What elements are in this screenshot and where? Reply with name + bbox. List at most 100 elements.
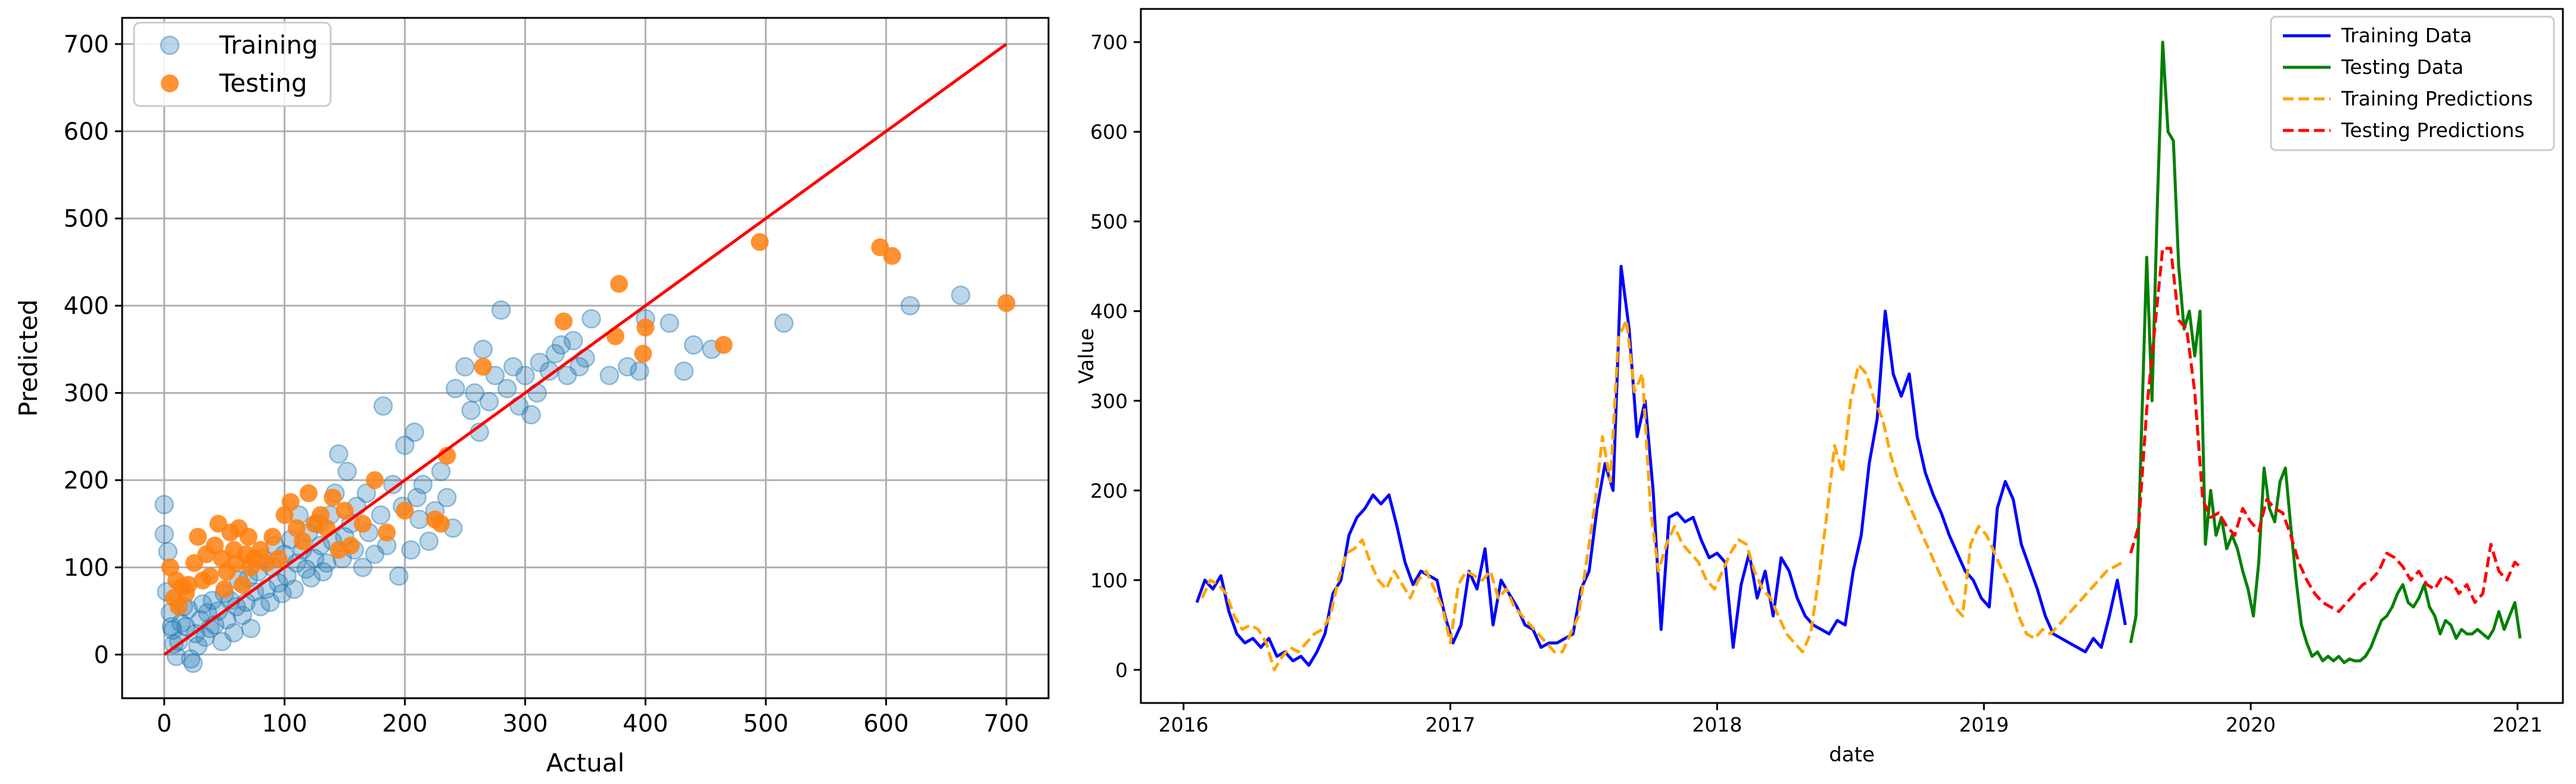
training-point	[203, 590, 222, 611]
training-point	[545, 344, 565, 363]
training-point	[405, 422, 424, 442]
training-point	[163, 620, 183, 640]
training-point	[337, 462, 357, 481]
testing-data-line	[2129, 41, 2522, 664]
testing-point	[318, 519, 336, 537]
training-point	[296, 559, 316, 579]
training-point	[226, 597, 247, 617]
training-point	[630, 361, 649, 381]
testing-point	[269, 549, 288, 568]
training-point	[575, 348, 595, 368]
testing-point	[378, 523, 396, 542]
x-tick-label: 200	[382, 710, 427, 738]
testing-point	[300, 484, 318, 502]
training-point	[241, 618, 261, 639]
testing-predictions-line	[2129, 247, 2521, 613]
time-series-y-axis-label: Value	[1075, 328, 1099, 384]
training-point	[154, 494, 174, 515]
testing-point	[432, 515, 450, 533]
training-point	[154, 524, 174, 544]
testing-point	[169, 598, 188, 616]
testing-point	[396, 502, 414, 520]
training-point	[557, 366, 577, 385]
testing-point	[323, 489, 342, 507]
training-point	[900, 295, 920, 316]
training-point	[497, 378, 517, 399]
x-tick-label: 0	[157, 710, 172, 738]
testing-point	[281, 493, 300, 511]
y-tick-label: 400	[1090, 300, 1128, 323]
training-point	[365, 545, 385, 564]
testing-point	[215, 580, 234, 598]
x-tick-label: 2018	[1692, 713, 1742, 736]
training-point	[353, 558, 373, 577]
training-point	[250, 597, 270, 617]
training-predictions-line	[1200, 318, 2124, 671]
y-tick-label: 500	[64, 206, 109, 233]
training-data-line	[1195, 265, 2127, 667]
x-tick-label: 500	[743, 710, 788, 738]
training-point	[193, 594, 213, 614]
time-series-y-ticks: 0 100 200 300 400 500 600 700	[1090, 31, 1141, 682]
y-tick-label: 700	[1090, 31, 1128, 54]
training-point	[183, 654, 203, 673]
training-point	[161, 617, 182, 637]
training-point	[551, 335, 571, 355]
time-series-lines	[1195, 41, 2522, 671]
training-point	[310, 536, 331, 556]
y-tick-label: 100	[1090, 569, 1128, 592]
training-point	[317, 553, 337, 573]
training-point	[437, 488, 457, 508]
testing-point	[335, 502, 354, 520]
training-point	[774, 313, 794, 333]
testing-point	[634, 344, 652, 363]
time-series-plot-frame	[1140, 8, 2564, 704]
training-point	[301, 568, 321, 588]
x-tick-label: 300	[502, 710, 547, 738]
y-tick-label: 300	[1090, 390, 1128, 413]
scatter-x-axis-label: Actual	[546, 748, 625, 777]
training-point	[407, 488, 427, 508]
scatter-chart: 0 100 200 300 400 500 600 700 0 100 200 300 400 500 6…	[14, 17, 1050, 777]
training-point	[461, 400, 481, 421]
testing-point	[206, 536, 224, 555]
ideal-fit-line	[163, 42, 1007, 656]
training-point	[269, 573, 288, 593]
training-point	[479, 391, 499, 412]
legend-label-training: Training	[219, 30, 318, 60]
y-tick-label: 600	[64, 118, 109, 145]
training-point	[395, 435, 415, 455]
testing-point	[366, 471, 384, 489]
training-point	[465, 383, 484, 403]
training-point	[371, 505, 391, 525]
training-point	[530, 353, 550, 372]
y-tick-label: 500	[1090, 210, 1128, 234]
training-point	[455, 357, 475, 377]
legend-label: Training Predictions	[2341, 87, 2533, 110]
x-tick-label: 400	[623, 710, 668, 738]
training-point	[419, 531, 439, 551]
testing-point	[883, 247, 901, 265]
training-point	[599, 366, 620, 385]
scatter-y-axis-label: Predicted	[14, 299, 43, 416]
y-tick-label: 600	[1090, 120, 1128, 144]
x-tick-label: 2016	[1159, 713, 1209, 736]
training-point	[401, 540, 421, 560]
y-tick-label: 300	[64, 380, 109, 407]
legend-marker-training	[160, 35, 180, 55]
training-point	[951, 285, 970, 305]
x-tick-label: 700	[984, 710, 1029, 738]
legend-label: Testing Predictions	[2341, 119, 2525, 142]
training-point	[413, 475, 433, 494]
testing-point	[751, 233, 769, 251]
legend-label: Testing Data	[2341, 55, 2463, 79]
testing-point	[353, 515, 372, 533]
testing-point	[474, 357, 492, 376]
training-point	[212, 631, 232, 652]
training-point	[431, 462, 451, 481]
training-point	[284, 579, 304, 599]
y-tick-label: 400	[64, 293, 109, 320]
ideal-fit-line-group	[163, 42, 1007, 656]
